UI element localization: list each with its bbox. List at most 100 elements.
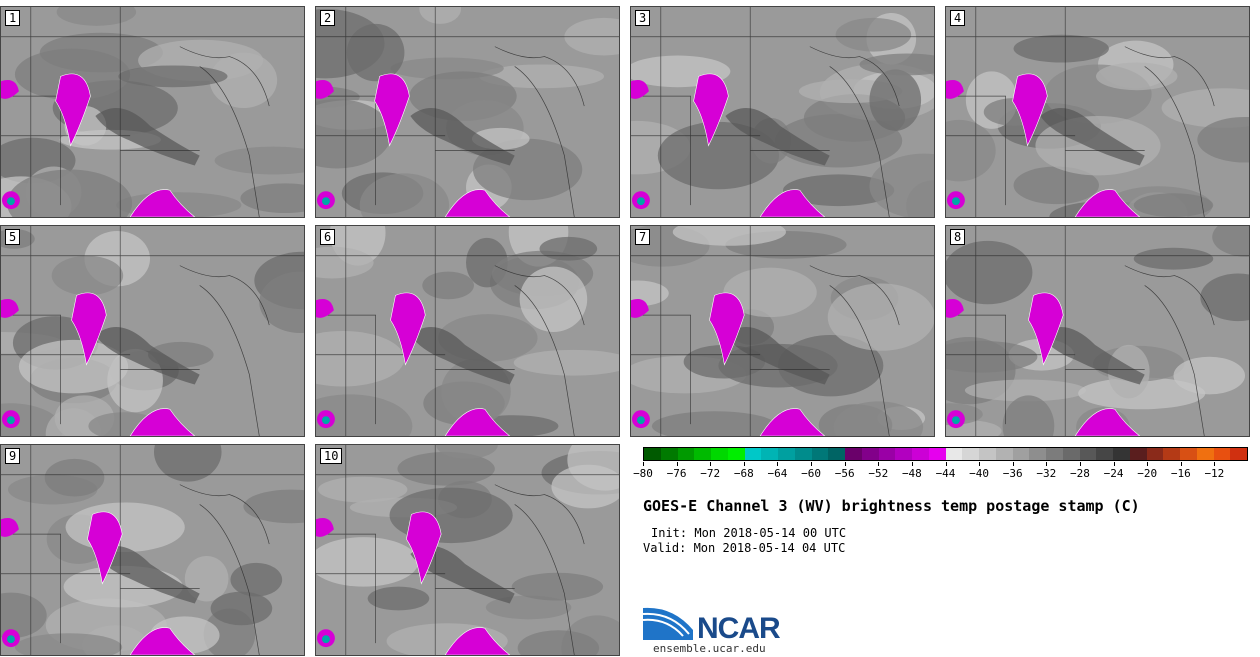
colorbar-segment <box>979 448 996 460</box>
colorbar-segment <box>744 448 762 460</box>
panel-number: 4 <box>950 10 966 26</box>
colorbar-tick <box>878 462 880 466</box>
ncar-logo-icon <box>643 607 693 640</box>
colorbar-segment <box>694 448 711 460</box>
colorbar-segment <box>1196 448 1214 460</box>
colorbar-segment <box>778 448 795 460</box>
colorbar-segment <box>995 448 1013 460</box>
colorbar-segment <box>761 448 778 460</box>
colorbar-tick <box>844 462 846 466</box>
panel-number: 6 <box>320 229 336 245</box>
water-vapor-map <box>1 7 304 217</box>
colorbar-segment <box>1046 448 1063 460</box>
colorbar-tick <box>777 462 779 466</box>
panel-number: 1 <box>5 10 21 26</box>
colorbar-segment <box>644 448 661 460</box>
colorbar-tick-label: −32 <box>1036 467 1057 480</box>
ensemble-panel-3: 3 <box>630 6 935 218</box>
colorbar-segment <box>895 448 912 460</box>
ensemble-panel-4: 4 <box>945 6 1250 218</box>
colorbar-tick-label: −12 <box>1204 467 1225 480</box>
water-vapor-map <box>946 7 1249 217</box>
colorbar-segment <box>711 448 728 460</box>
ensemble-panel-1: 1 <box>0 6 305 218</box>
colorbar-segment <box>1012 448 1030 460</box>
colorbar-segment <box>1029 448 1046 460</box>
colorbar-tick <box>1113 462 1115 466</box>
panel-number: 2 <box>320 10 336 26</box>
colorbar-tick <box>676 462 678 466</box>
panel-number: 5 <box>5 229 21 245</box>
ensemble-panel-2: 2 <box>315 6 620 218</box>
colorbar-segment <box>1163 448 1180 460</box>
colorbar-tick-label: −48 <box>901 467 922 480</box>
colorbar-tick <box>1046 462 1048 466</box>
colorbar-tick-label: −24 <box>1103 467 1124 480</box>
colorbar-segment <box>1129 448 1147 460</box>
colorbar-segment <box>962 448 979 460</box>
valid-time: Valid: Mon 2018-05-14 04 UTC <box>643 541 846 555</box>
colorbar-tick <box>743 462 745 466</box>
ensemble-panel-9: 9 <box>0 444 305 656</box>
colorbar-tick-label: −36 <box>1002 467 1023 480</box>
colorbar-tick-label: −44 <box>935 467 956 480</box>
water-vapor-map <box>316 7 619 217</box>
colorbar-segment <box>845 448 862 460</box>
colorbar-segment <box>1096 448 1113 460</box>
colorbar-segment <box>1230 448 1247 460</box>
colorbar-tick-label: −20 <box>1137 467 1158 480</box>
water-vapor-map <box>316 445 619 655</box>
ensemble-panel-8: 8 <box>945 225 1250 437</box>
colorbar-tick <box>979 462 981 466</box>
colorbar-segment <box>828 448 845 460</box>
water-vapor-map <box>1 226 304 436</box>
colorbar-tick <box>911 462 913 466</box>
colorbar-segment <box>1213 448 1231 460</box>
panel-number: 10 <box>320 448 343 464</box>
colorbar-segment <box>861 448 879 460</box>
water-vapor-map <box>946 226 1249 436</box>
colorbar-tick-label: −40 <box>969 467 990 480</box>
panel-number: 7 <box>635 229 651 245</box>
water-vapor-map <box>631 226 934 436</box>
colorbar-tick-label: −68 <box>733 467 754 480</box>
colorbar-ticks: −80 −76 −72 −68 −64 −60 −56 −52 −48 −44 −40 −36 −32−… <box>633 462 1248 482</box>
colorbar-tick-label: −52 <box>868 467 889 480</box>
colorbar-segment <box>1062 448 1080 460</box>
logo-url: ensemble.ucar.edu <box>653 642 766 655</box>
ensemble-panel-10: 10 <box>315 444 620 656</box>
colorbar-segment <box>727 448 745 460</box>
colorbar-tick <box>710 462 712 466</box>
colorbar-segment <box>1079 448 1097 460</box>
colorbar <box>643 447 1248 461</box>
colorbar-segment <box>1180 448 1197 460</box>
colorbar-segment <box>794 448 812 460</box>
colorbar-tick-label: −80 <box>633 467 653 480</box>
ensemble-panel-7: 7 <box>630 225 935 437</box>
colorbar-segment <box>928 448 946 460</box>
panel-number: 9 <box>5 448 21 464</box>
colorbar-segment <box>811 448 829 460</box>
figure-title: GOES-E Channel 3 (WV) brightness temp po… <box>643 497 1140 515</box>
ensemble-panel-5: 5 <box>0 225 305 437</box>
colorbar-tick <box>1180 462 1182 466</box>
colorbar-tick <box>811 462 813 466</box>
colorbar-segment <box>677 448 695 460</box>
colorbar-tick-label: −60 <box>801 467 821 480</box>
water-vapor-map <box>631 7 934 217</box>
colorbar-tick <box>1214 462 1216 466</box>
colorbar-tick <box>1147 462 1149 466</box>
water-vapor-map <box>1 445 304 655</box>
water-vapor-map <box>316 226 619 436</box>
colorbar-segment <box>660 448 678 460</box>
colorbar-segment <box>945 448 963 460</box>
colorbar-segment <box>1146 448 1164 460</box>
colorbar-segment <box>878 448 896 460</box>
colorbar-tick-label: −28 <box>1070 467 1090 480</box>
panel-number: 8 <box>950 229 966 245</box>
colorbar-tick <box>1079 462 1081 466</box>
colorbar-tick-label: −72 <box>700 467 721 480</box>
colorbar-tick-label: −76 <box>666 467 687 480</box>
init-time: Init: Mon 2018-05-14 00 UTC <box>651 526 847 540</box>
colorbar-tick <box>643 462 644 466</box>
